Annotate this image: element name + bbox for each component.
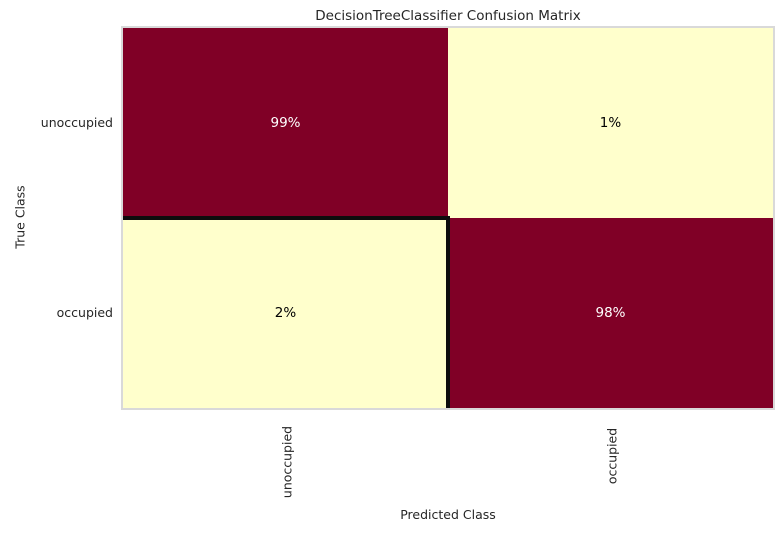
heatmap-plot-area: 99% 1% 2% 98% [121, 26, 775, 410]
x-tick-unoccupied: unoccupied [279, 425, 295, 499]
y-tick-unoccupied: unoccupied [40, 115, 113, 130]
cell-true-occupied-pred-unoccupied: 2% [123, 218, 448, 408]
cell-true-unoccupied-pred-occupied: 1% [448, 28, 773, 218]
cell-true-unoccupied-pred-unoccupied: 99% [123, 28, 448, 218]
x-axis-label: Predicted Class [400, 507, 496, 522]
x-tick-occupied: occupied [604, 427, 620, 485]
chart-title: DecisionTreeClassifier Confusion Matrix [315, 8, 581, 24]
y-tick-occupied: occupied [56, 305, 113, 320]
cell-true-occupied-pred-occupied: 98% [448, 218, 773, 408]
y-axis-label: True Class [12, 185, 28, 249]
cell-separator-horizontal [123, 216, 448, 220]
cell-separator-vertical [446, 216, 450, 408]
